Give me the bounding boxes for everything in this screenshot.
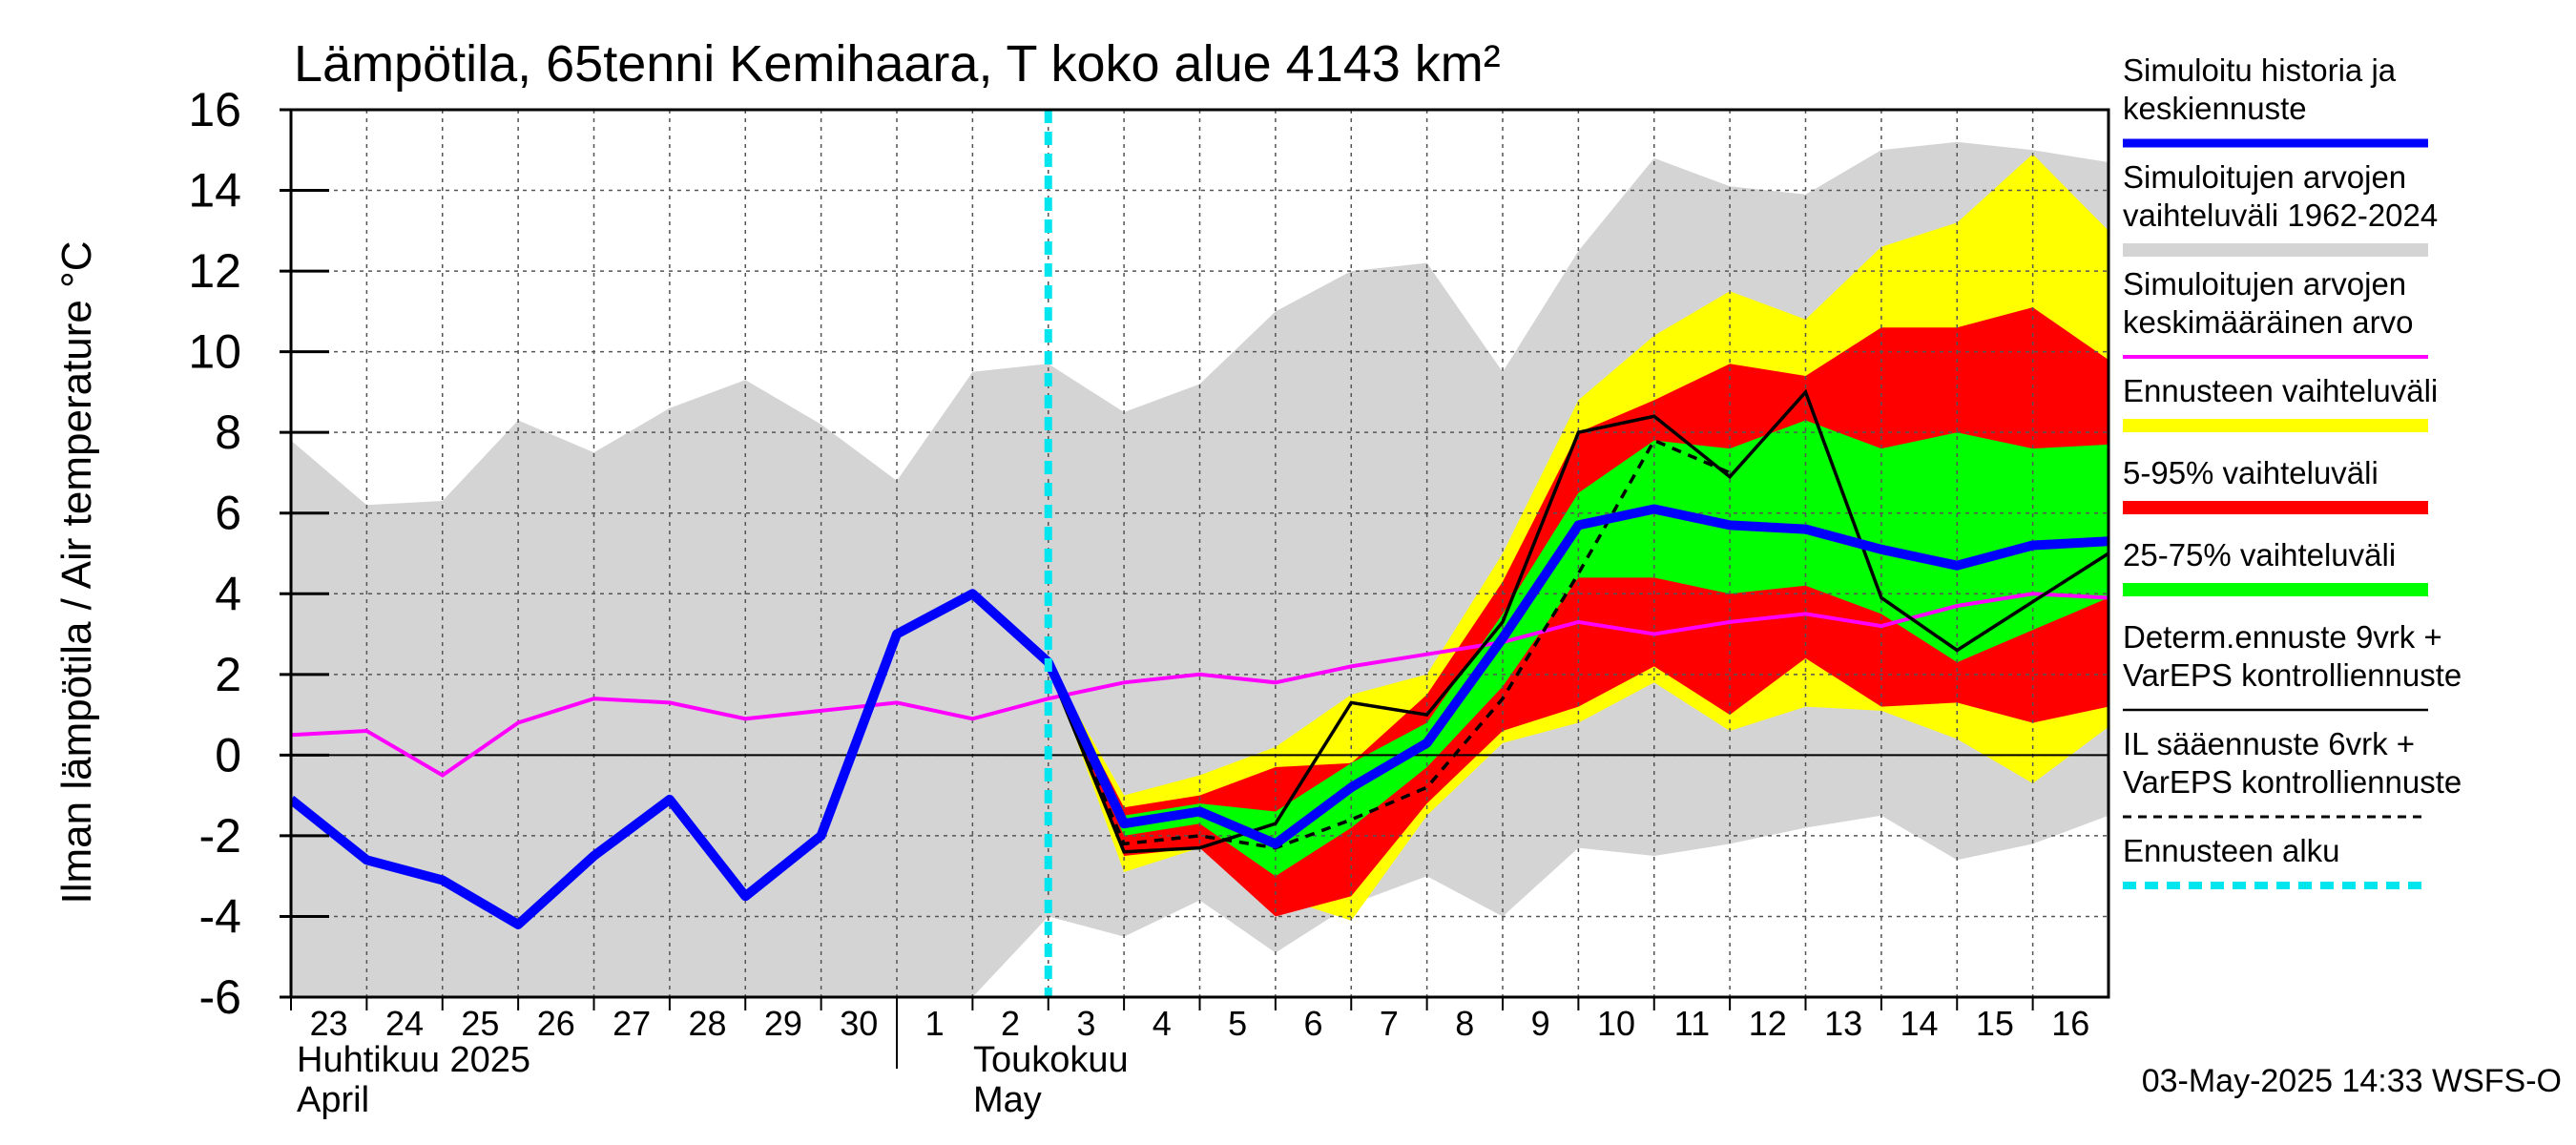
y-tick-label: 10	[188, 325, 241, 379]
x-tick-label: 1	[925, 1004, 945, 1043]
chart-title: Lämpötila, 65tenni Kemihaara, T koko alu…	[294, 35, 1501, 93]
series-mean-line	[291, 592, 2109, 778]
grid-group	[291, 110, 2109, 997]
x-tick-label: 16	[2051, 1004, 2089, 1043]
x-tick-label: 23	[310, 1004, 348, 1043]
y-tick-label: 4	[215, 567, 241, 620]
series-il-dashed-line	[1047, 438, 1731, 850]
x-tick-label: 24	[385, 1004, 424, 1043]
x-tick-label: 8	[1455, 1004, 1474, 1043]
legend-label: VarEPS kontrolliennuste	[2123, 764, 2462, 800]
x-tick-label: 5	[1228, 1004, 1247, 1043]
x-tick-label: 6	[1304, 1004, 1323, 1043]
y-tick-label: 0	[215, 728, 241, 781]
legend-entry: 5-95% vaihteluväli	[2123, 455, 2428, 514]
x-tick-label: 30	[840, 1004, 878, 1043]
month-label-finnish: Huhtikuu 2025	[297, 1040, 530, 1080]
series-history-line	[291, 504, 2109, 929]
legend-label: 5-95% vaihteluväli	[2123, 455, 2379, 490]
x-tick-label: 9	[1531, 1004, 1550, 1043]
legend-label: IL sääennuste 6vrk +	[2123, 726, 2415, 761]
legend-label: vaihteluväli 1962-2024	[2123, 198, 2438, 233]
x-tick-label: 4	[1153, 1004, 1172, 1043]
month-label-english: April	[297, 1080, 369, 1120]
x-tick-label: 11	[1674, 1004, 1710, 1043]
legend-label: VarEPS kontrolliennuste	[2123, 657, 2462, 693]
x-tick-label: 25	[461, 1004, 499, 1043]
y-tick-label: 16	[188, 83, 241, 136]
y-tick-label: -2	[199, 809, 241, 863]
legend-entry: Ennusteen alku	[2123, 833, 2428, 889]
y-tick-label: 14	[188, 164, 241, 218]
x-tick-label: 13	[1824, 1004, 1862, 1043]
legend-label: Simuloitu historia ja	[2123, 52, 2397, 88]
month-label-finnish: Toukokuu	[973, 1040, 1129, 1080]
legend-label: keskiennuste	[2123, 91, 2307, 126]
y-tick-label: 6	[215, 487, 241, 540]
legend: Simuloitu historia jakeskiennusteSimuloi…	[2123, 52, 2462, 889]
x-tick-label: 29	[764, 1004, 802, 1043]
legend-entry: Determ.ennuste 9vrk +VarEPS kontrollienn…	[2123, 619, 2462, 712]
y-axis-label: Ilman lämpötila / Air temperature °C	[53, 241, 100, 905]
x-tick-label: 28	[689, 1004, 727, 1043]
y-tick-label: 12	[188, 244, 241, 298]
x-tick-label: 12	[1749, 1004, 1787, 1043]
band-3	[1048, 420, 2109, 877]
y-tick-label: -6	[199, 970, 241, 1024]
legend-entry: IL sääennuste 6vrk + VarEPS kontrollienn…	[2123, 726, 2462, 819]
x-tick-label: 14	[1901, 1004, 1939, 1043]
month-label-english: May	[973, 1080, 1042, 1120]
legend-entry: Ennusteen vaihteluväli	[2123, 373, 2438, 432]
x-tick-label: 27	[613, 1004, 651, 1043]
x-tick-label: 15	[1976, 1004, 2014, 1043]
legend-label: Simuloitujen arvojen	[2123, 266, 2406, 302]
lines-group	[291, 388, 2109, 929]
legend-label: Ennusteen alku	[2123, 833, 2340, 868]
y-tick-label: -4	[199, 889, 241, 943]
legend-label: keskimääräinen arvo	[2123, 304, 2413, 340]
legend-label: 25-75% vaihteluväli	[2123, 537, 2396, 572]
legend-entry: 25-75% vaihteluväli	[2123, 537, 2428, 596]
x-tick-label: 7	[1380, 1004, 1399, 1043]
legend-label: Determ.ennuste 9vrk +	[2123, 619, 2442, 655]
legend-label: Simuloitujen arvojen	[2123, 159, 2406, 195]
legend-label: Ennusteen vaihteluväli	[2123, 373, 2438, 408]
y-tick-label: 8	[215, 406, 241, 459]
y-tick-label: 2	[215, 648, 241, 701]
footer-timestamp: 03-May-2025 14:33 WSFS-O	[2142, 1063, 2562, 1099]
x-tick-label: 10	[1597, 1004, 1635, 1043]
plot-area	[291, 110, 2109, 997]
x-tick-label: 2	[1001, 1004, 1020, 1043]
x-tick-label: 26	[537, 1004, 575, 1043]
x-tick-label: 3	[1076, 1004, 1095, 1043]
